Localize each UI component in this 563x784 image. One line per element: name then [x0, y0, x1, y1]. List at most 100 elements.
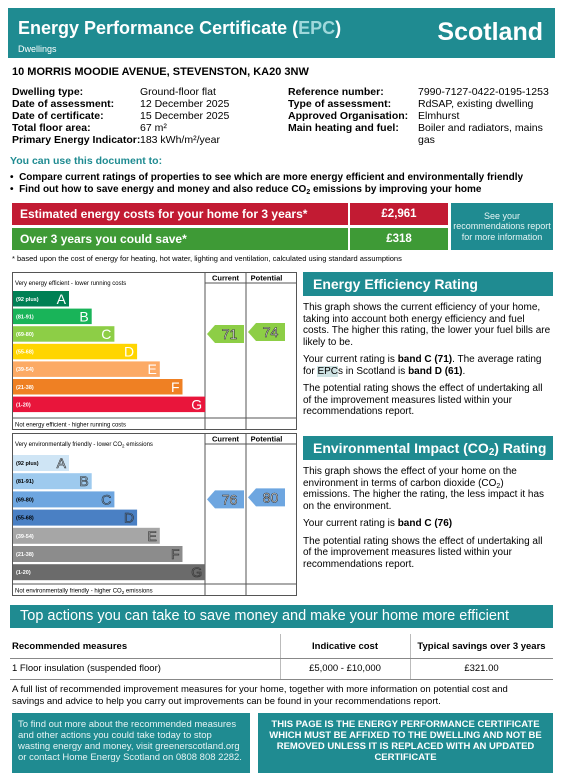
detail-value: 15 December 2025: [140, 110, 230, 122]
band-range: (92 plus): [16, 297, 39, 303]
environmental-chart: Current Potential Very environmentally fri…: [12, 433, 297, 596]
label-text: emissions: [125, 442, 153, 448]
band: [13, 491, 115, 508]
actions-heading: Top actions you can take to save money a…: [10, 605, 553, 628]
detail-value: 7990-7127-0422-0195-1253: [418, 86, 549, 98]
energy-heading: Energy Efficiency Rating: [303, 272, 553, 296]
notice-box: THIS PAGE IS THE ENERGY PERFORMANCE CERT…: [258, 713, 553, 773]
band-letter: A: [57, 455, 67, 471]
chart-frame: [12, 272, 297, 430]
actions-table: Recommended measures Indicative cost Typ…: [10, 634, 553, 680]
detail-label: Total floor area:: [12, 122, 91, 134]
rating-arrow: [248, 488, 285, 507]
bullet-text: emissions by improving your home: [310, 184, 482, 195]
detail-label: Date of assessment:: [12, 98, 115, 110]
paragraph: This graph shows the current efficiency …: [303, 302, 551, 348]
band-letter: E: [147, 361, 156, 377]
subscript: 2: [122, 590, 125, 595]
title-text: Energy Performance Certificate (: [18, 18, 299, 38]
band-letter: C: [101, 491, 111, 507]
detail-value: Ground-floor flat: [140, 86, 216, 98]
text: Your current rating is: [303, 354, 398, 365]
bottom-label: Not energy efficient - higher running co…: [15, 423, 126, 429]
detail-label: Approved Organisation:: [288, 110, 409, 122]
band-range: (69-80): [16, 497, 34, 503]
band-letter: F: [171, 379, 180, 395]
bottom-label: Not environmentally friendly - higher CO…: [15, 589, 153, 596]
label-text: Very environmentally friendly - lower CO: [15, 442, 122, 448]
column-header: Potential: [251, 435, 283, 444]
band-range: (1-20): [16, 402, 31, 408]
cost-label: Over 3 years you could save*: [12, 228, 348, 250]
band-range: (55-68): [16, 516, 34, 522]
bold-text: band D (61): [408, 365, 463, 377]
band-range: (39-54): [16, 534, 34, 540]
band: [13, 308, 92, 325]
cell: £5,000 - £10,000: [309, 663, 381, 674]
column-header: Recommended measures: [12, 641, 128, 652]
address: 10 MORRIS MOODIE AVENUE, STEVENSTON, KA2…: [12, 66, 309, 78]
detail-value: 67 m²: [140, 122, 167, 134]
band-letter: B: [79, 473, 88, 489]
band-range: (81-91): [16, 314, 34, 320]
band-range: (39-54): [16, 367, 34, 373]
band-letter: G: [191, 564, 202, 580]
bold-text: band C (76): [397, 518, 453, 529]
band-letter: B: [79, 308, 88, 324]
heading-text: Environmental Impact (CO: [313, 440, 489, 456]
band: [13, 379, 183, 395]
rating-value: 76: [222, 491, 238, 507]
chart-frame: [12, 433, 297, 596]
heading-text: Energy Efficiency Rating: [313, 276, 478, 292]
text: Your current rating is: [303, 518, 398, 529]
rating-value: 71: [222, 326, 238, 342]
band: [13, 546, 183, 562]
rating-value: 74: [263, 324, 279, 340]
detail-value: RdSAP, existing dwelling: [418, 98, 534, 110]
band-range: (1-20): [16, 570, 31, 576]
band-letter: C: [101, 326, 111, 342]
band-letter: E: [147, 528, 156, 544]
band: [13, 361, 160, 377]
band: [13, 343, 138, 360]
cell: 1 Floor insulation (suspended floor): [12, 663, 161, 674]
band: [13, 396, 206, 413]
band: [13, 527, 160, 544]
footnote: * based upon the cost of energy for heat…: [12, 254, 402, 263]
detail-value: Elmhurst: [418, 110, 460, 122]
energy-text: This graph shows the current efficiency …: [303, 302, 551, 424]
column-header: Typical savings over 3 years: [417, 641, 546, 652]
detail-label: Dwelling type:: [12, 86, 84, 98]
cost-note: See your recommendations report for more…: [451, 203, 553, 250]
energy-chart: Current Potential Very energy efficient - …: [12, 272, 297, 430]
band-range: (69-80): [16, 332, 34, 338]
bullet: • Compare current ratings of properties …: [10, 172, 524, 183]
top-label: Very environmentally friendly - lower CO…: [15, 442, 153, 449]
rating-value: 80: [263, 489, 279, 505]
subscript: 2: [488, 447, 495, 458]
text: . The average rating for: [303, 354, 542, 377]
environmental-text: This graph shows the effect of your home…: [303, 466, 551, 576]
band: [13, 326, 115, 342]
heading-text: ) Rating: [494, 440, 547, 456]
abbr: EPC: [317, 365, 339, 377]
title-abbr: EPC: [298, 18, 336, 38]
detail-label: Type of assessment:: [288, 98, 392, 110]
rating-arrow: [248, 322, 285, 341]
label-text: Not energy efficient - higher running co…: [15, 423, 126, 429]
band: [13, 473, 92, 490]
title: Energy Performance Certificate (EPC): [18, 18, 341, 39]
label-text: emissions: [124, 589, 152, 595]
band-range: (81-91): [16, 479, 34, 485]
subtitle: Dwellings: [18, 44, 57, 54]
environmental-heading: Environmental Impact (CO2) Rating: [303, 436, 553, 460]
band: [13, 291, 69, 307]
text: s in Scotland is: [338, 365, 409, 377]
label-text: Not environmentally friendly - higher CO: [15, 589, 122, 595]
band-range: (21-38): [16, 385, 34, 391]
column-header: Current: [212, 435, 240, 444]
detail-label: Date of certificate:: [12, 110, 104, 122]
cost-label: Estimated energy costs for your home for…: [12, 203, 348, 225]
subscript: 2: [496, 482, 501, 490]
